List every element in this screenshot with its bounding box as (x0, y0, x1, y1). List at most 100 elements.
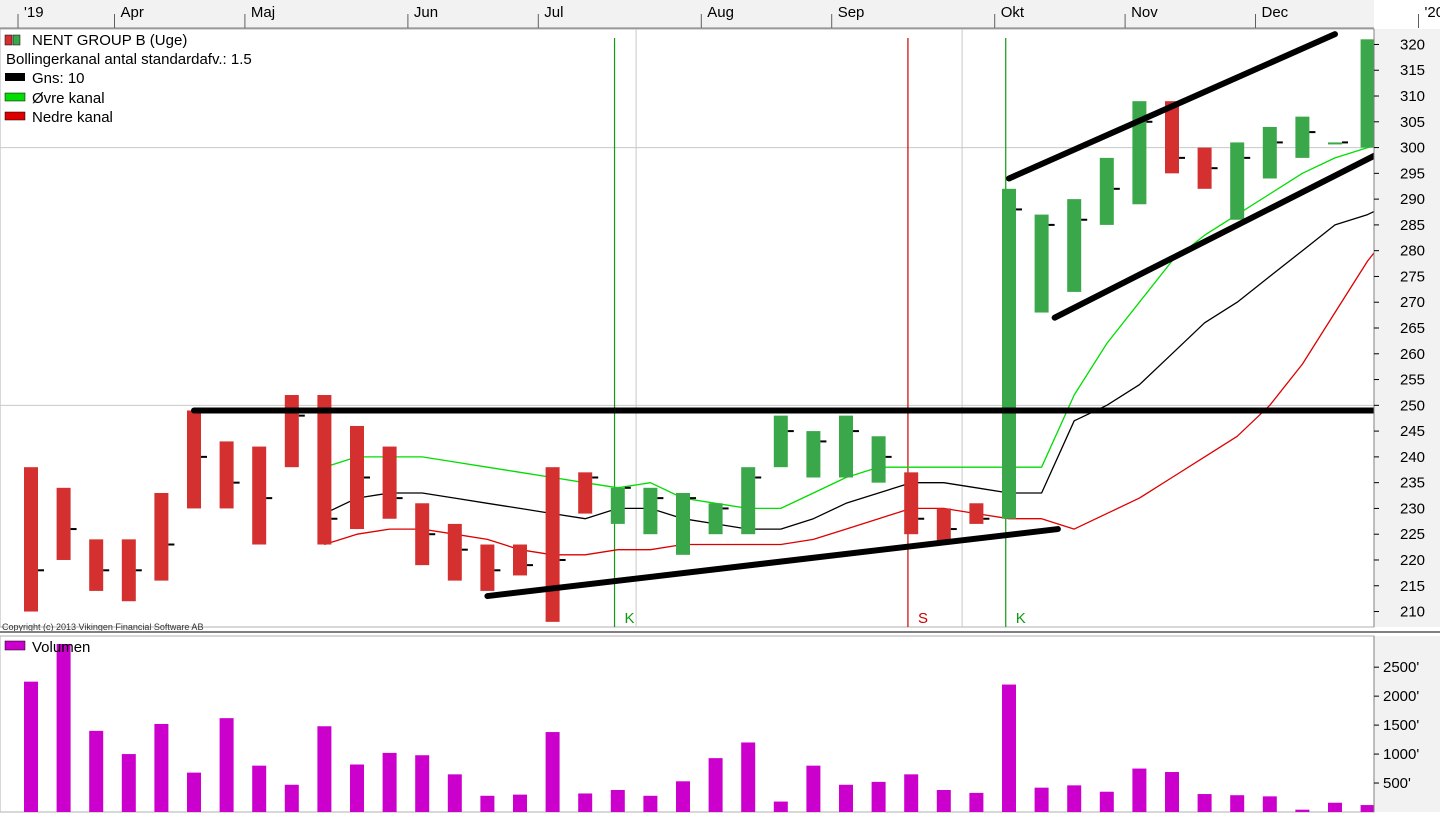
signal-label: K (625, 610, 635, 627)
candle-body (1328, 142, 1342, 144)
volume-bar (1132, 769, 1146, 812)
price-tick-label: 320 (1400, 36, 1425, 53)
legend-item-stock: NENT GROUP B (Uge) (5, 32, 187, 49)
volume-legend-swatch (5, 641, 25, 650)
volume-bar (220, 718, 234, 812)
volume-bar (122, 754, 136, 812)
candle-body (187, 410, 201, 508)
month-label: Aug (707, 4, 734, 21)
volume-bar (1263, 796, 1277, 812)
volume-bar (1002, 685, 1016, 812)
price-tick-label: 235 (1400, 475, 1425, 492)
volume-bar (350, 764, 364, 812)
price-tick-label: 310 (1400, 88, 1425, 105)
legend-swatch-lower (5, 112, 25, 120)
volume-bar (252, 766, 266, 812)
volume-bar (1230, 795, 1244, 812)
volume-bar (969, 793, 983, 812)
candle-body (839, 416, 853, 478)
price-tick-label: 245 (1400, 423, 1425, 440)
month-label: Jul (544, 4, 563, 21)
candle-body (1361, 39, 1375, 147)
volume-bar (57, 644, 71, 812)
legend-label-stock: NENT GROUP B (Uge) (32, 32, 187, 49)
volume-bar (839, 785, 853, 812)
volume-bar (187, 773, 201, 812)
candle-body (1198, 148, 1212, 189)
volume-tick-label: 500' (1383, 775, 1411, 792)
candle-body (1230, 142, 1244, 219)
candle-body (24, 467, 38, 611)
signal-label: S (918, 610, 928, 627)
month-label: '20 (1425, 4, 1440, 21)
candle-body (57, 488, 71, 560)
candle-body (1035, 215, 1049, 313)
price-tick-label: 260 (1400, 346, 1425, 363)
price-tick-label: 265 (1400, 320, 1425, 337)
month-label: Nov (1131, 4, 1158, 21)
volume-bar (774, 802, 788, 812)
candle-body (1263, 127, 1277, 179)
candle-body (122, 539, 136, 601)
volume-legend-label: Volumen (32, 639, 90, 656)
month-label: '19 (24, 4, 44, 21)
candle-body (252, 447, 266, 545)
candle-body (1067, 199, 1081, 292)
price-tick-label: 315 (1400, 62, 1425, 79)
price-tick-label: 220 (1400, 552, 1425, 569)
volume-bar (546, 732, 560, 812)
price-tick-label: 290 (1400, 191, 1425, 208)
price-tick-label: 255 (1400, 372, 1425, 389)
volume-bar (676, 781, 690, 812)
candle-body (806, 431, 820, 477)
candle-body (969, 503, 983, 524)
signal-label: K (1016, 610, 1026, 627)
volume-tick-label: 2000' (1383, 688, 1419, 705)
candle-body (89, 539, 103, 591)
price-tick-label: 240 (1400, 449, 1425, 466)
volume-bar (643, 796, 657, 812)
candle-body (383, 447, 397, 519)
volume-bar (611, 790, 625, 812)
volume-bar (1100, 792, 1114, 812)
volume-bar (1035, 788, 1049, 812)
volume-bar (513, 795, 527, 812)
candle-body (709, 503, 723, 534)
copyright-text: Copyright (c) 2013 Vikingen Financial So… (2, 622, 203, 632)
candle-body (611, 488, 625, 524)
price-tick-label: 225 (1400, 526, 1425, 543)
candle-body (741, 467, 755, 534)
candle-body (513, 545, 527, 576)
price-tick-label: 275 (1400, 268, 1425, 285)
month-label: Dec (1262, 4, 1289, 21)
price-tick-label: 285 (1400, 217, 1425, 234)
candle-body (774, 416, 788, 468)
volume-bar (937, 790, 951, 812)
volume-bar (1067, 785, 1081, 812)
volume-bar (872, 782, 886, 812)
price-tick-label: 210 (1400, 604, 1425, 621)
volume-bar (709, 758, 723, 812)
month-label: Jun (414, 4, 438, 21)
month-label: Okt (1001, 4, 1025, 21)
legend-swatch-candle-green (13, 35, 20, 45)
month-axis-bg (0, 0, 1374, 28)
legend-label-lower: Nedre kanal (32, 109, 113, 126)
legend-swatch-candle-red (5, 35, 12, 45)
volume-bar (904, 774, 918, 812)
legend-swatch-average (5, 73, 25, 81)
volume-tick-label: 1000' (1383, 746, 1419, 763)
volume-bar (383, 753, 397, 812)
volume-tick-label: 1500' (1383, 717, 1419, 734)
volume-bar (154, 724, 168, 812)
candle-body (546, 467, 560, 622)
volume-bar (806, 766, 820, 812)
volume-bar (285, 785, 299, 812)
price-axis: 2102152202252302352402452502552602652702… (1374, 29, 1440, 627)
volume-bar (1165, 772, 1179, 812)
legend-label-bollinger: Bollingerkanal antal standardafv.: 1.5 (6, 51, 252, 68)
month-label: Apr (121, 4, 144, 21)
